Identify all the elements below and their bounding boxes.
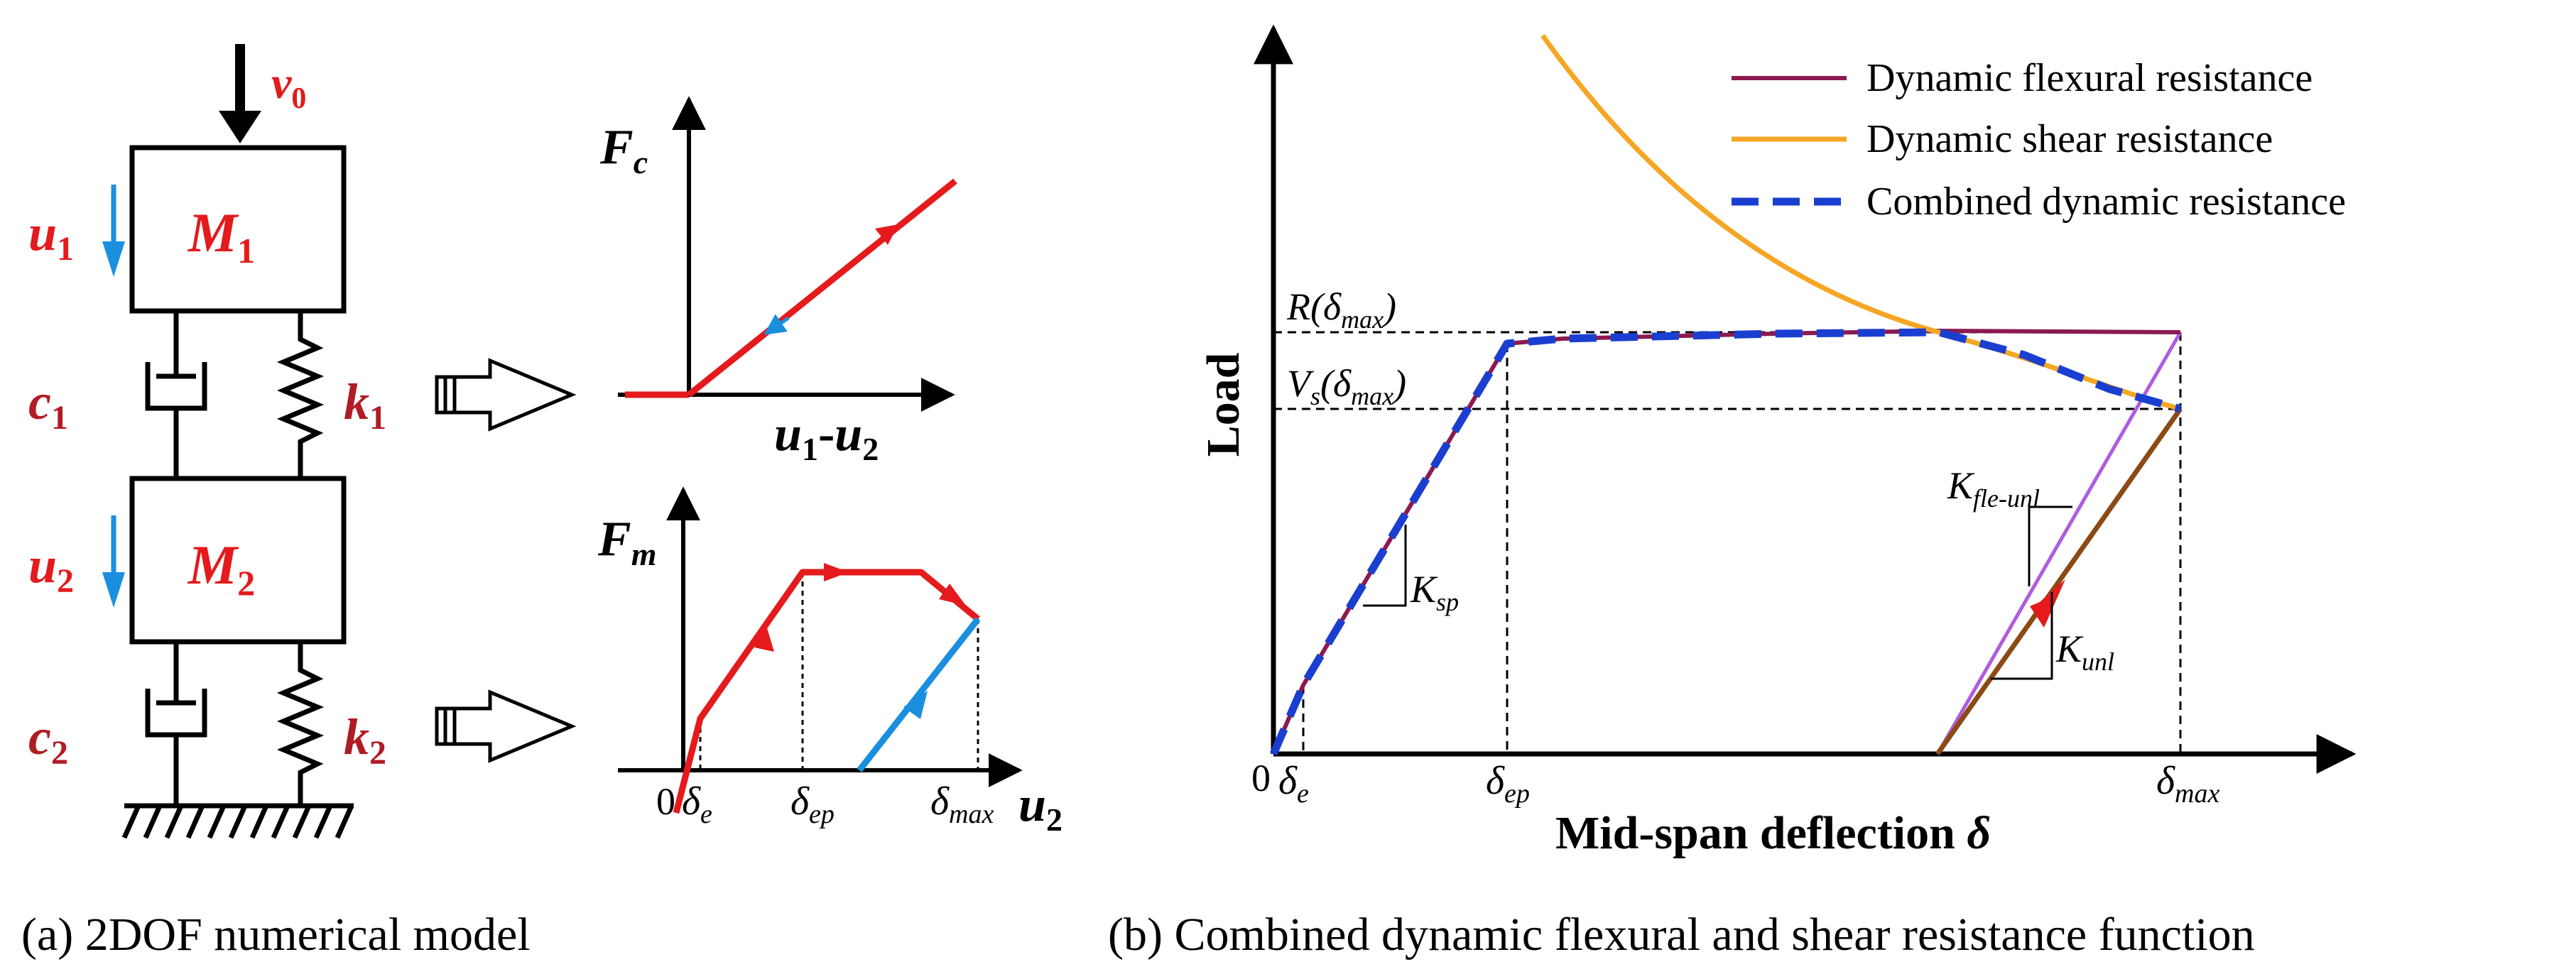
fm-dotted-projections: [699, 572, 979, 770]
k2-label: k2: [344, 709, 386, 772]
b-tick-delta-e: δe: [1278, 759, 1309, 809]
chart-fc: Fc u1-u2: [599, 96, 957, 467]
u1-label: u1: [28, 204, 74, 268]
b-tick-delta-ep: δep: [1486, 759, 1530, 809]
fm-tick-delta-ep: δep: [790, 780, 835, 829]
fc-unloading-arrow: [763, 314, 790, 336]
b-stiffness-triangles: [1363, 505, 2072, 680]
b-vs-delta-max-label: Vs(δmax): [1287, 362, 1406, 410]
fm-loading-arrowhead-1: [754, 623, 774, 652]
mapping-arrow-1: [435, 358, 577, 432]
fc-y-label: Fc: [599, 120, 648, 180]
chart-b: Load Mid-span deflection δ Ksp Kfle-unl …: [1108, 24, 2357, 961]
spring-2: [276, 642, 325, 806]
v0-label: v0: [271, 58, 306, 115]
k1-label: k1: [344, 373, 386, 437]
fm-origin-label: 0: [656, 780, 675, 823]
panel-a-model: v0 M1 u1 c1 k1 M2 u2: [21, 44, 577, 961]
fm-loading-arrowhead-3: [939, 584, 966, 606]
b-flexural-unloading-line: [1935, 331, 2183, 755]
fm-tick-delta-max: δmax: [930, 780, 994, 829]
legend-label-combined: Combined dynamic resistance: [1866, 180, 2346, 224]
b-k-fle-unl-label: Kfle-unl: [1947, 464, 2040, 513]
b-tick-delta-max: δmax: [2156, 759, 2219, 809]
spring-1: [276, 311, 325, 478]
fc-linear-segment: [687, 178, 957, 398]
chart-fm: Fm 0 δe δep δmax u2: [597, 486, 1063, 838]
mass-label-2: M2: [187, 534, 255, 603]
c1-label: c1: [28, 373, 68, 437]
fm-unloading-arrowhead: [903, 691, 928, 719]
mass-box-2: [129, 476, 347, 645]
c2-label: c2: [28, 709, 68, 772]
u1-arrow-head: [102, 241, 125, 277]
caption-a: (a) 2DOF numerical model: [21, 909, 531, 961]
u2-arrow-head: [102, 572, 125, 608]
legend-label-flexural: Dynamic flexural resistance: [1866, 56, 2313, 100]
mass-label-1: M1: [187, 202, 255, 270]
fm-loading-arrowhead-2: [824, 563, 849, 581]
caption-b: (b) Combined dynamic flexural and shear …: [1108, 909, 2255, 961]
b-k-unl-label: Kunl: [2055, 628, 2114, 676]
b-x-label: Mid-span deflection δ: [1555, 807, 1991, 859]
b-k-sp-label: Ksp: [1410, 568, 1459, 616]
fm-unloading-line: [857, 617, 981, 772]
fm-loading-curve: [673, 569, 980, 814]
fc-x-label: u1-u2: [774, 407, 879, 467]
b-y-label: Load: [1197, 353, 1249, 457]
b-combined-curve: [1269, 328, 2182, 756]
b-flexural-curve: [1271, 329, 2181, 755]
mapping-arrow-2: [435, 689, 577, 763]
b-legend: Dynamic flexural resistance Dynamic shea…: [1732, 56, 2346, 224]
u2-label: u2: [28, 537, 74, 600]
fm-y-label: Fm: [597, 512, 656, 572]
fc-loading-arrowhead: [875, 224, 898, 245]
v0-arrow-head: [219, 111, 261, 143]
b-r-delta-max-label: R(δmax): [1286, 285, 1396, 334]
b-unloading-arrowhead: [2030, 579, 2065, 628]
fm-x-label: u2: [1018, 777, 1063, 838]
b-reference-lines: [1273, 331, 2182, 754]
b-combined-unloading-line: [1935, 407, 2183, 756]
damper-2: [145, 642, 207, 806]
damper-1: [145, 311, 207, 478]
legend-label-shear: Dynamic shear resistance: [1866, 117, 2273, 161]
mass-box-1: [129, 145, 347, 314]
ground-hatch: [121, 803, 354, 839]
fm-tick-delta-e: δe: [682, 780, 712, 829]
b-origin-label: 0: [1251, 757, 1271, 799]
